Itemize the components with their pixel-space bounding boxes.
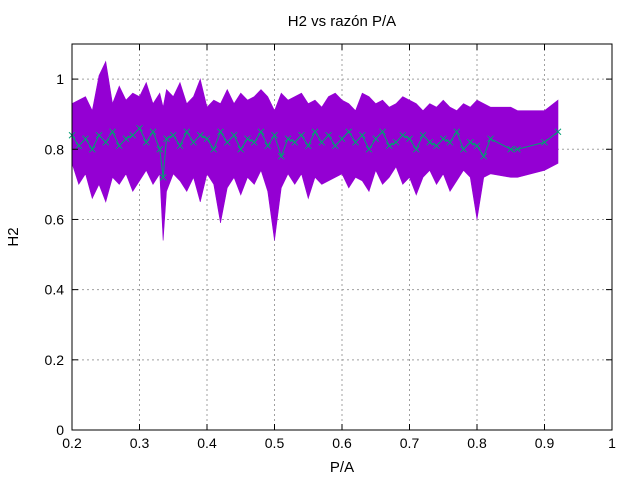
data-point [372,135,380,143]
data-point [345,128,353,136]
x-axis-label: P/A [330,459,354,476]
data-point [203,135,211,143]
y-axis: 0 0.2 0.4 0.6 0.8 1 [45,71,612,438]
y-tick-label: 0 [56,422,64,438]
data-point [439,135,447,143]
data-point [149,128,157,136]
x-tick-label: 0.5 [265,435,285,451]
data-point [365,145,373,153]
data-point [169,131,177,139]
data-point [115,142,123,150]
x-tick-label: 0.7 [400,435,420,451]
data-point [419,131,427,139]
data-point [358,131,366,139]
data-point [399,131,407,139]
data-point [453,128,461,136]
data-point [210,145,218,153]
data-point [75,142,83,150]
data-point [264,142,272,150]
data-point [507,145,515,153]
data-point [159,173,167,181]
data-point [163,135,170,143]
data-point [352,138,359,146]
data-point [331,142,339,150]
data-point [217,128,224,136]
data-point [196,131,204,139]
data-point [487,135,494,143]
data-point [136,124,143,132]
y-tick-label: 0.4 [45,282,65,298]
data-point [325,131,332,139]
y-tick-label: 0.8 [45,141,65,157]
data-point [95,131,103,139]
data-point [129,131,137,139]
data-point [237,145,245,153]
data-point [250,138,258,146]
data-point [304,142,312,150]
data-point [392,138,400,146]
y-tick-label: 0.2 [45,352,65,368]
error-band [71,60,559,241]
x-tick-label: 1 [608,435,616,451]
data-point [277,152,285,160]
data-point [412,145,420,153]
data-point [82,135,89,143]
data-point [473,142,481,150]
y-tick-label: 1 [56,71,64,87]
x-axis: 0.2 0.3 0.4 0.5 0.6 0.7 0.8 0.9 1 [62,44,616,451]
data-point [88,145,96,153]
data-point [466,138,474,146]
data-point [318,138,326,146]
data-point [446,138,454,146]
data-point [514,145,521,153]
data-point [379,128,386,136]
data-point [298,131,305,139]
data-point [223,138,231,146]
x-tick-label: 0.6 [332,435,352,451]
data-point [183,128,191,136]
data-point [156,145,164,153]
data-point [284,135,292,143]
data-point [142,138,150,146]
x-tick-label: 0.8 [467,435,487,451]
data-point [271,131,278,139]
x-tick-label: 0.4 [197,435,217,451]
data-point [426,138,434,146]
data-point [190,138,197,146]
data-point [480,152,488,160]
data-point [176,142,184,150]
data-point [230,131,238,139]
data-point [244,135,251,143]
band-layer [71,60,559,241]
data-point [122,135,130,143]
x-tick-label: 0.2 [62,435,82,451]
x-tick-label: 0.9 [535,435,555,451]
chart-title: H2 vs razón P/A [288,13,396,30]
data-point [406,135,413,143]
data-point [338,135,346,143]
line-layer [68,124,562,181]
data-point [433,142,440,150]
data-point [311,128,319,136]
x-tick-label: 0.3 [130,435,150,451]
data-point [460,145,467,153]
data-point [257,128,265,136]
data-point [109,128,116,136]
y-tick-label: 0.6 [45,211,65,227]
data-point [385,142,393,150]
y-axis-label: H2 [5,227,22,246]
data-point [541,138,548,146]
data-point [291,138,299,146]
data-point [102,138,110,146]
data-point [554,128,562,136]
